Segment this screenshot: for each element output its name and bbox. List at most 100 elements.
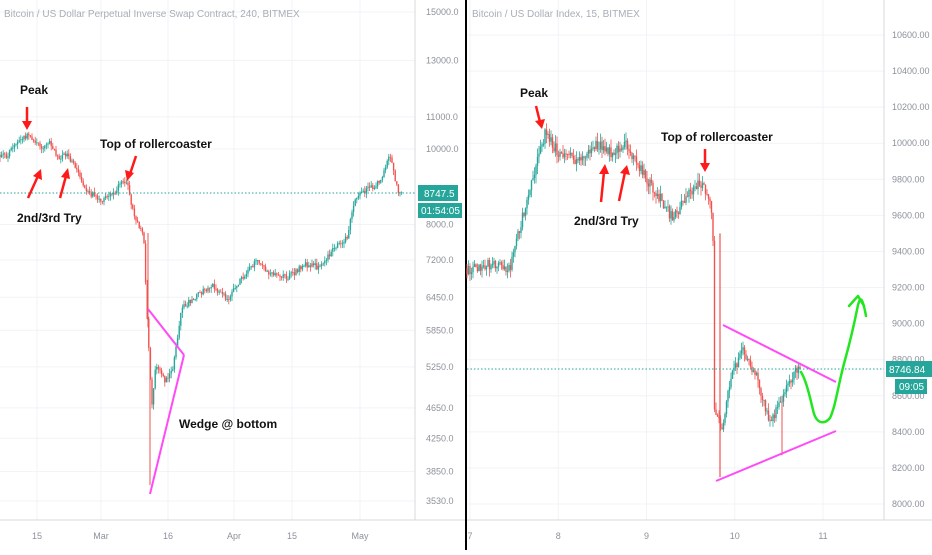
left-top-arrow xyxy=(125,155,138,181)
left-candle-body xyxy=(8,149,11,157)
left-candle-body xyxy=(95,195,97,197)
left-candle-body xyxy=(258,260,260,264)
right-candle-body xyxy=(557,155,560,157)
left-candle-body xyxy=(324,260,326,264)
right-candle-body xyxy=(746,359,749,360)
right-candle-body xyxy=(500,262,503,265)
right-candle-body xyxy=(718,416,720,419)
left-candle-body xyxy=(167,377,169,379)
left-wedge-lines xyxy=(147,308,185,495)
left-candle-body xyxy=(197,292,200,294)
left-candle-body xyxy=(256,260,259,261)
right-candle-body xyxy=(659,193,662,202)
right-time-axis: 7 8 9 10 11 xyxy=(467,531,827,541)
left-candle-body xyxy=(2,153,4,155)
right-candle-body xyxy=(779,401,782,403)
right-candle-body xyxy=(559,152,561,157)
left-candle-body xyxy=(208,287,211,289)
left-candle-body xyxy=(213,283,216,289)
right-candle-body xyxy=(602,146,605,151)
left-second-try-arrow-1 xyxy=(26,169,42,199)
right-candle-body xyxy=(473,264,476,267)
left-candle-body xyxy=(28,133,30,136)
left-candle-body xyxy=(295,269,297,276)
left-candle-body xyxy=(356,198,358,200)
right-candle-body xyxy=(617,145,620,152)
left-candle-body xyxy=(274,273,276,276)
left-candle-body xyxy=(346,236,348,239)
right-candle-body xyxy=(607,147,609,155)
left-candle-body xyxy=(327,254,329,261)
left-candle-body xyxy=(7,156,9,158)
left-candle-body xyxy=(372,185,374,189)
left-candle-body xyxy=(349,218,352,230)
right-second-try-arrow-2 xyxy=(617,165,630,202)
right-second-try-label: 2nd/3rd Try xyxy=(574,214,639,228)
right-candle-body xyxy=(560,152,563,154)
right-candle-body xyxy=(553,147,555,152)
right-candle-body xyxy=(757,372,759,381)
left-candle-body xyxy=(216,289,219,293)
left-candle-body xyxy=(175,346,177,358)
left-candle-body xyxy=(136,220,139,222)
right-candle-body xyxy=(541,144,543,147)
left-price-badge[interactable] xyxy=(418,185,458,201)
left-candle-body xyxy=(328,254,331,257)
right-candle-body xyxy=(668,206,671,219)
left-price-tick: 13000.0 xyxy=(426,55,459,65)
right-candle-body xyxy=(727,390,729,402)
left-candle-body xyxy=(367,186,369,188)
left-candle-body xyxy=(362,190,364,192)
left-candle-body xyxy=(34,140,36,143)
left-candle-body xyxy=(207,287,209,292)
right-price-badge[interactable] xyxy=(886,361,932,377)
right-candle-body xyxy=(694,186,696,188)
right-candle-body xyxy=(683,201,686,203)
left-candle-body xyxy=(311,263,313,267)
right-candle-body xyxy=(605,147,608,152)
left-chart: Bitcoin / US Dollar Perpetual Inverse Sw… xyxy=(0,0,465,550)
left-candle-body xyxy=(124,181,126,184)
right-candle-body xyxy=(569,152,572,155)
right-candle-body xyxy=(731,370,734,379)
right-top-label: Top of rollercoaster xyxy=(661,130,773,144)
left-candle-body xyxy=(58,155,60,160)
right-candle-body xyxy=(619,148,621,152)
left-candle-body xyxy=(98,198,100,200)
left-candle-body xyxy=(21,139,24,141)
right-candle-body xyxy=(721,427,723,430)
left-candle-body xyxy=(55,149,57,156)
left-candle-body xyxy=(39,143,41,147)
right-candle-body xyxy=(773,414,776,418)
left-candle-body xyxy=(74,162,76,168)
right-candle-body xyxy=(484,265,486,270)
left-candle-body xyxy=(380,179,382,183)
left-candle-body xyxy=(308,265,310,268)
left-candle-body xyxy=(53,148,56,150)
right-candle-body xyxy=(734,363,737,368)
left-candle-body xyxy=(154,369,156,389)
right-candle-body xyxy=(499,262,501,264)
left-candle-body xyxy=(85,188,88,192)
right-candle-body xyxy=(514,245,516,253)
left-time-tick: 15 xyxy=(32,531,42,541)
left-candle-body xyxy=(122,181,124,183)
left-candle-body xyxy=(226,299,228,300)
left-candle-body xyxy=(184,304,187,307)
right-candles xyxy=(466,123,801,477)
left-candle-body xyxy=(4,153,6,155)
left-candle-body xyxy=(90,193,92,197)
left-candle-body xyxy=(130,194,132,205)
right-candle-body xyxy=(649,179,651,187)
right-candle-body xyxy=(710,201,713,213)
left-candle-body xyxy=(60,158,62,160)
left-candle-body xyxy=(268,271,270,275)
right-candle-body xyxy=(581,156,584,161)
right-candle-body xyxy=(632,155,635,160)
left-candle-body xyxy=(82,181,84,186)
right-candle-body xyxy=(785,385,788,393)
right-candle-body xyxy=(566,154,569,155)
right-candle-body xyxy=(490,265,492,270)
right-peak-arrow xyxy=(534,105,545,129)
right-candle-body xyxy=(496,266,498,269)
